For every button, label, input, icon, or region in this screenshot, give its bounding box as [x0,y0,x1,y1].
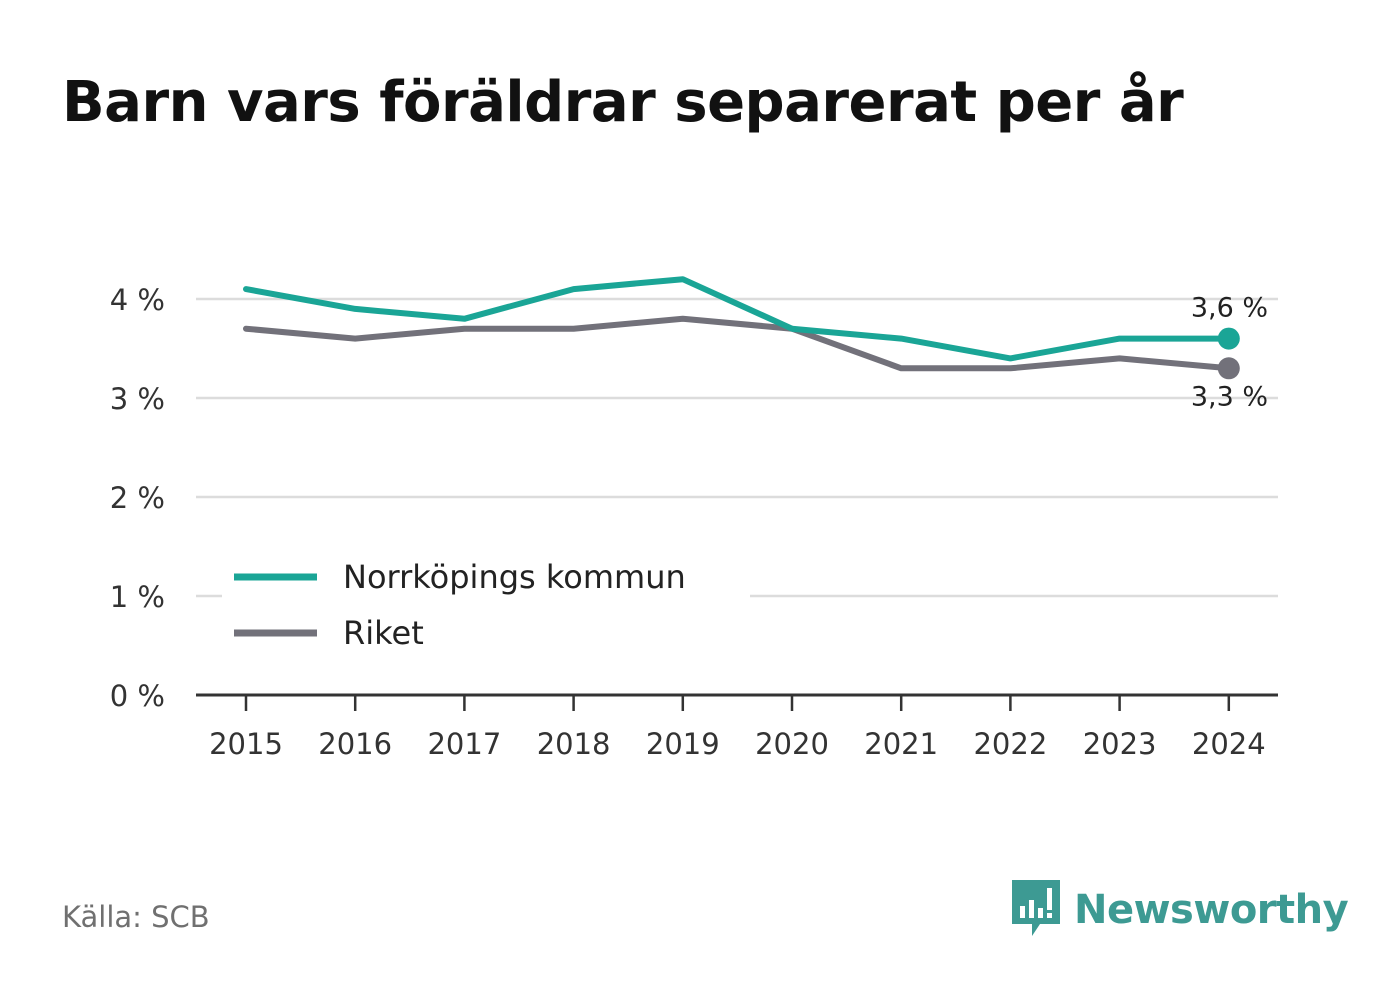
source-note: Källa: SCB [62,900,210,934]
legend: Norrköpings kommun Riket [222,548,750,666]
end-labels: 3,6 % 3,3 % [1191,293,1268,413]
end-value-label: 3,3 % [1191,381,1268,412]
x-tick-label: 2022 [973,727,1047,761]
brand-logo: Newsworthy [1010,878,1349,942]
x-tick-label: 2021 [864,727,938,761]
legend-label: Norrköpings kommun [343,558,686,596]
x-tick-label: 2016 [318,727,392,761]
series-line [243,276,1232,362]
end-point [1217,327,1240,350]
legend-background [222,548,750,666]
x-tick-label: 2020 [755,727,829,761]
end-value-label: 3,6 % [1191,293,1268,324]
y-tick-label: 3 % [110,382,165,416]
x-axis-labels: 2015 2016 2017 2018 2019 2020 2021 2022 2023 2024 [209,727,1266,761]
x-tick-label: 2024 [1192,727,1266,761]
brand-name: Newsworthy [1074,887,1349,933]
end-point [1217,357,1240,380]
x-tick-label: 2015 [209,727,283,761]
y-axis-labels: 0 % 1 % 2 % 3 % 4 % [110,283,165,713]
x-tick-label: 2019 [646,727,720,761]
x-axis [196,693,1278,711]
x-tick-label: 2017 [427,727,501,761]
x-tick-label: 2023 [1083,727,1157,761]
x-tick-label: 2018 [537,727,611,761]
y-tick-label: 0 % [110,679,165,713]
series-line [243,315,1232,372]
y-tick-label: 4 % [110,283,165,317]
y-tick-label: 1 % [110,580,165,614]
bar-chart-speech-bubble-icon [1010,878,1062,942]
series-lines [243,276,1240,380]
y-tick-label: 2 % [110,481,165,515]
chart-title: Barn vars föräldrar separerat per år [62,70,1184,135]
legend-label: Riket [343,614,424,652]
